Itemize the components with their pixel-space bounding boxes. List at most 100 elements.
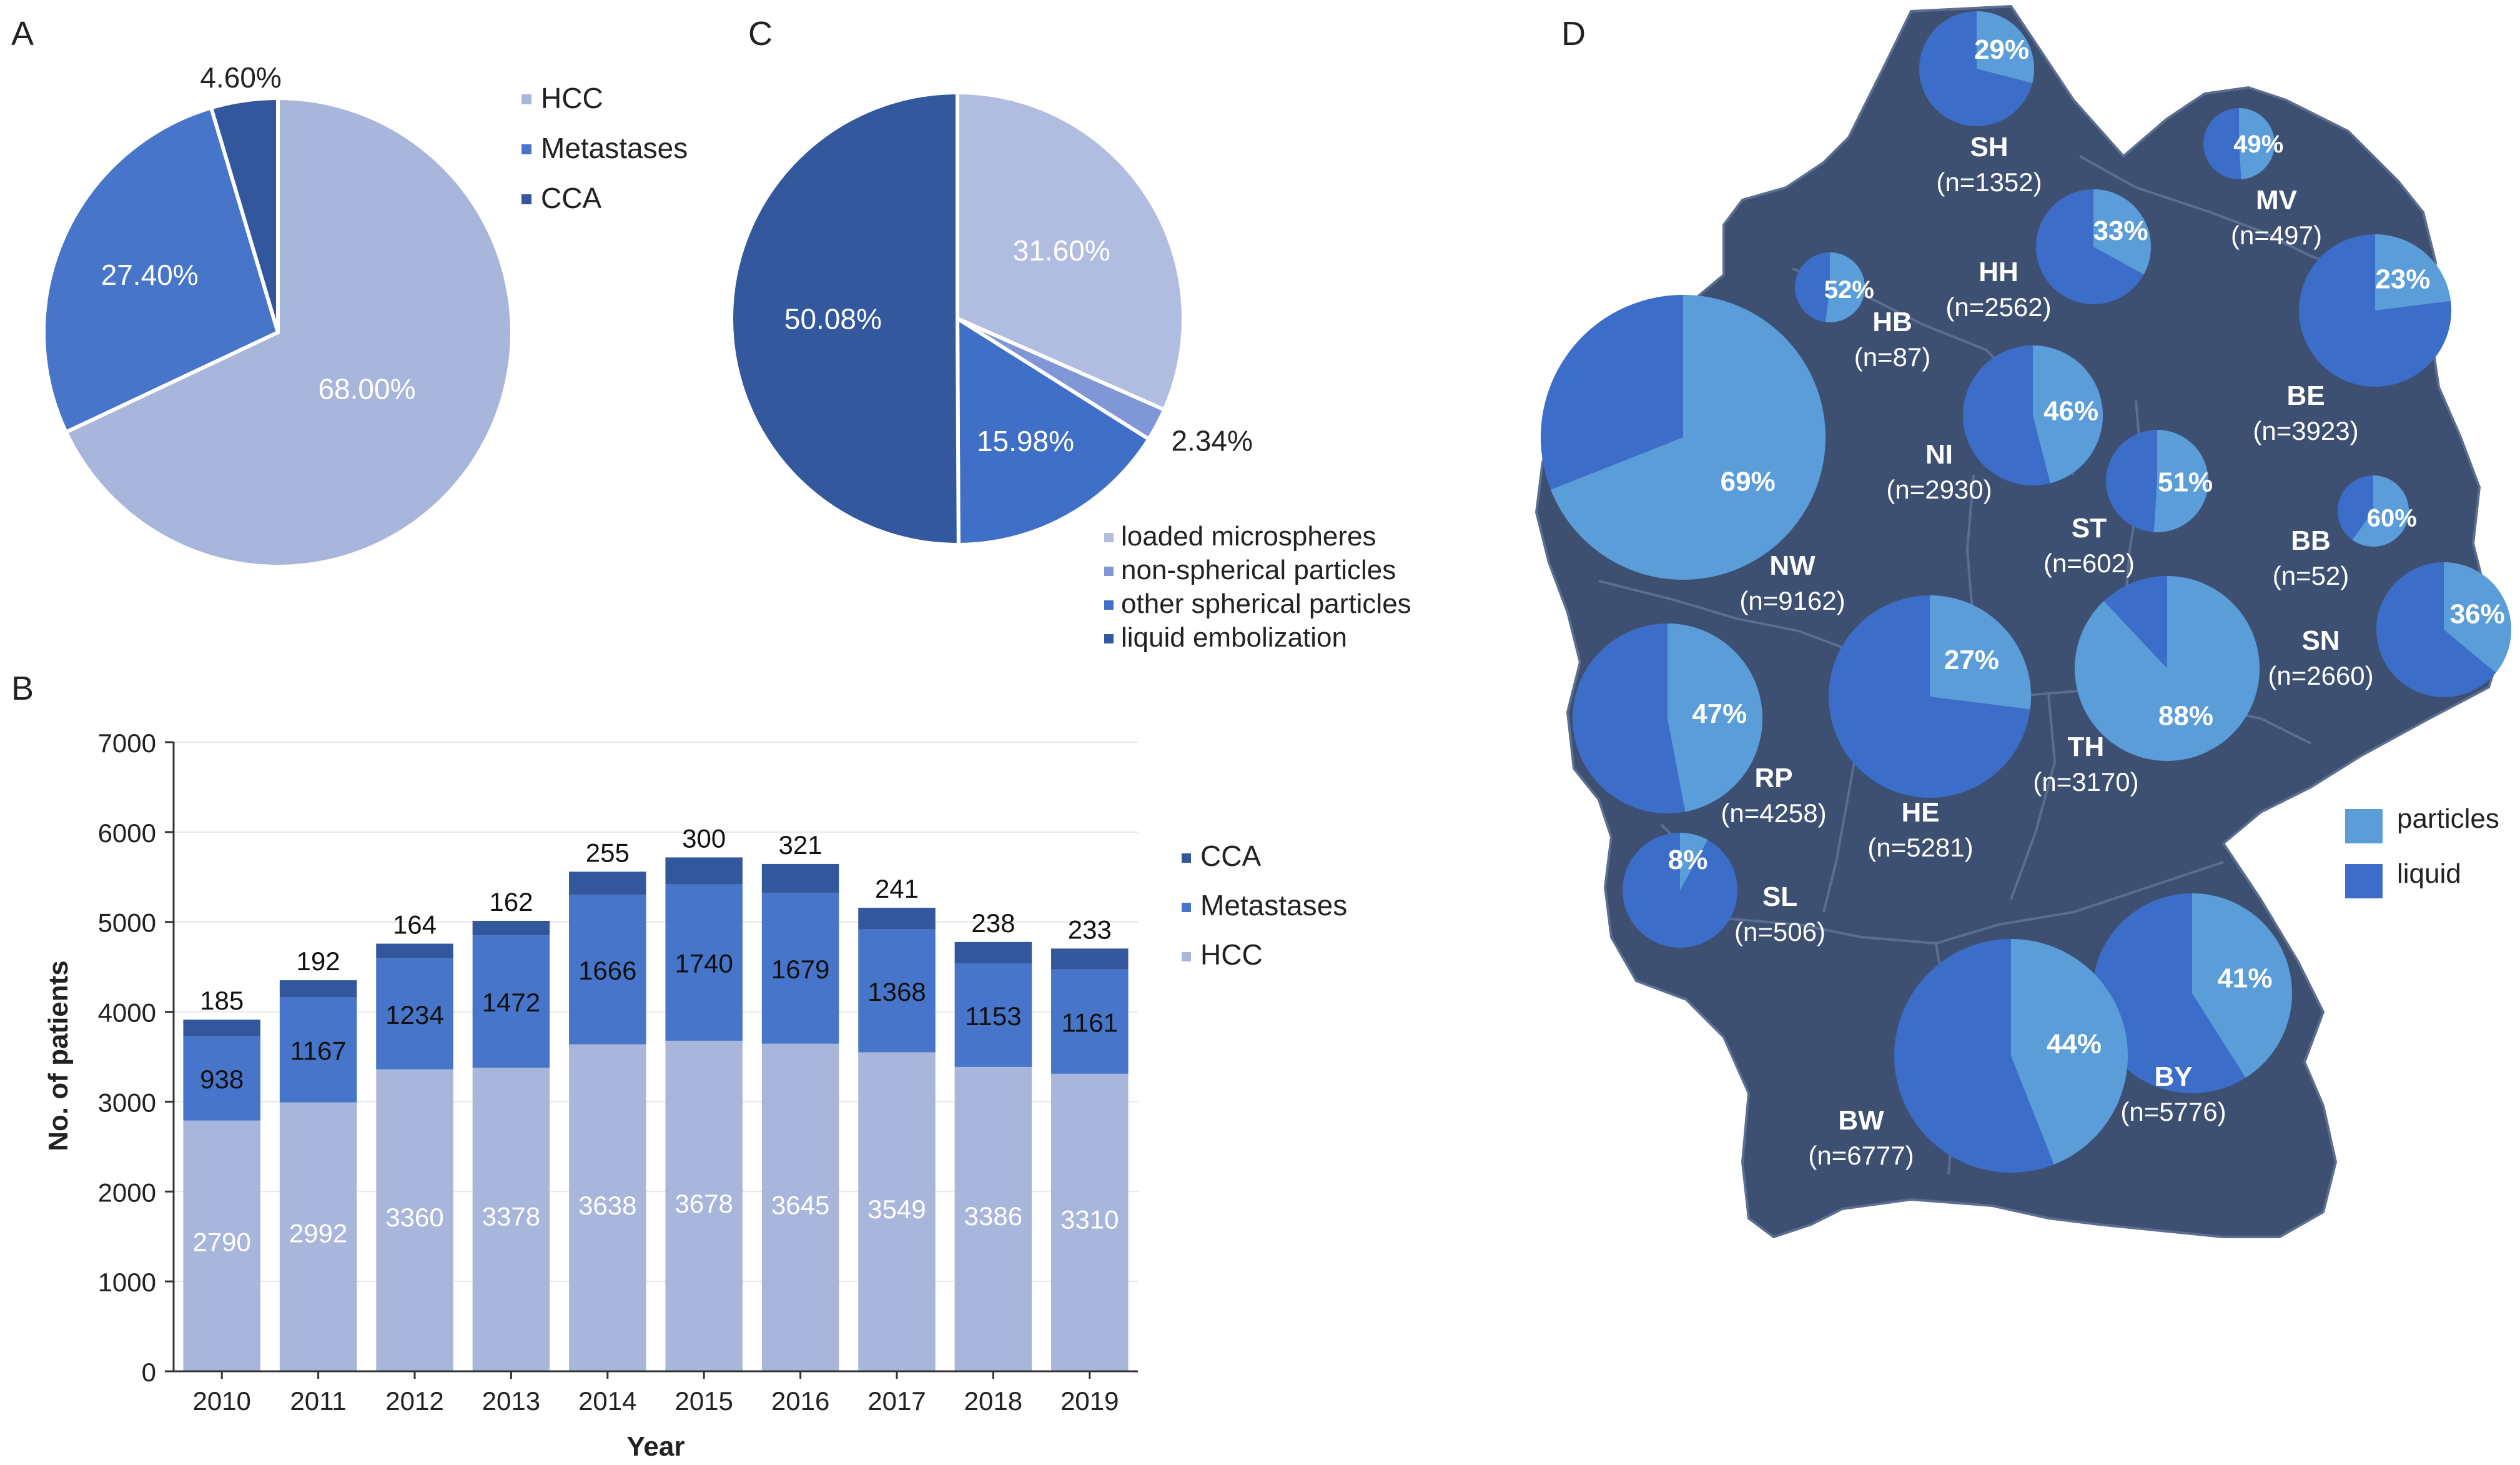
legend-c-label-non-spherical-particles: non-spherical particles [1121,555,1396,585]
legend-c-swatch-loaded-microspheres [1104,533,1114,542]
bar-marks: 2790 938 185 2010 2992 1167 192 2011 3360 1234 164… [183,823,1129,1416]
map-pies: 29% SH (n=1352) 49% MV (n=497) 33% HH (n=2562) 52… [1541,11,2511,1173]
pie-particles-sn [2444,562,2511,673]
region-n-st: (n=602) [2043,549,2135,578]
bar-hcc-2019 [1051,1073,1129,1371]
x-tick-label-2015: 2015 [674,1386,733,1416]
bar-hcc-2014 [569,1044,646,1371]
pie-a-label-metastases: 27.40% [101,259,199,291]
region-n-bb: (n=52) [2273,561,2350,590]
pie-particles-ni [2033,345,2103,484]
legend-c-label-other-spherical-particles: other spherical particles [1121,588,1411,619]
bar-metastases-2012 [376,958,453,1070]
bar-hcc-2018 [954,1066,1032,1371]
region-n-he: (n=5281) [1867,833,1973,862]
pie-particles-he [1930,595,2031,710]
x-axis-title: Year [627,1431,685,1462]
pie-label-th: 88% [2158,701,2213,732]
y-tick-label-0: 0 [142,1358,156,1387]
pie-particles-sl [1680,833,1708,890]
region-code-rp: RP [1754,763,1792,793]
y-axis-title: No. of patients [43,960,74,1151]
region-n-ni: (n=2930) [1886,475,1992,504]
legend-b-label-cca: CCA [1200,840,1261,872]
region-code-st: ST [2072,513,2107,544]
map-germany: 29% SH (n=1352) 49% MV (n=497) 33% HH (n=2562) 52… [1534,4,2511,1239]
bar-cca-2019 [1051,948,1129,970]
pie-particles-nw [1551,295,1826,580]
bar-metastases-2011 [279,997,357,1103]
region-code-bw: BW [1838,1105,1884,1136]
legend-d: particles liquid [2345,803,2499,898]
pie-label-ni: 46% [2043,395,2098,426]
bar-label-hcc-2016: 3645 [771,1190,829,1219]
pie-a-label-cca: 4.60% [200,61,281,94]
legend-c-swatch-non-spherical-particles [1104,567,1114,576]
bar-label-metastases-2013: 1472 [482,988,540,1017]
pie-c-label-liquid-embolization: 50.08% [784,303,882,335]
y-tick-label-1000: 1000 [98,1268,156,1297]
bar-hcc-2012 [376,1069,453,1371]
pie-a-label-hcc: 68.00% [318,372,415,405]
pie-c-label-other-spherical-particles: 15.98% [977,425,1074,457]
panel-label-c: C [748,15,773,52]
x-tick-label-2013: 2013 [482,1386,540,1416]
pie-particles-bw [2011,939,2128,1165]
pie-label-be: 23% [2375,264,2430,295]
bar-label-metastases-2016: 1679 [771,955,829,984]
y-tick-label-6000: 6000 [98,818,156,848]
y-tick-label-7000: 7000 [98,728,156,758]
legend-c-label-liquid-embolization: liquid embolization [1121,622,1347,653]
legend-d-swatch-liquid [2345,864,2383,898]
x-tick-label-2012: 2012 [385,1386,443,1416]
legend-b-label-hcc: HCC [1200,938,1263,971]
pie-label-sh: 29% [1974,34,2029,65]
region-n-th: (n=3170) [2033,767,2138,797]
pie-c-slice-other-spherical-particles [955,315,1152,547]
bar-hcc-2017 [858,1052,936,1371]
region-code-th: TH [2068,732,2105,762]
bar-cca-2011 [279,980,357,998]
legend-d-label-particles: particles [2397,803,2499,834]
region-code-by: BY [2154,1061,2192,1092]
bar-metastases-2018 [954,963,1032,1067]
legend-d-label-liquid: liquid [2397,858,2461,889]
bar-cca-2013 [472,920,550,936]
legend-b: CCA Metastases HCC [1182,840,1347,971]
bar-label-hcc-2017: 3549 [867,1194,926,1224]
legend-c-swatch-liquid-embolization [1104,634,1114,643]
bar-label-cca-2011: 192 [297,946,340,976]
pie-particles-rp [1668,623,1762,812]
bar-label-metastases-2010: 938 [200,1065,244,1094]
bar-hcc-2015 [665,1040,743,1371]
pie-c-slice-loaded-microspheres [956,90,1185,412]
pie-particles-bb [2352,475,2409,547]
y-tick-label-2000: 2000 [98,1178,156,1207]
pie-c-label-non-spherical-particles: 2.34% [1171,424,1252,457]
region-n-nw: (n=9162) [1739,586,1845,615]
bar-hcc-2013 [472,1068,550,1371]
pie-label-bb: 60% [2367,505,2417,532]
region-code-mv: MV [2256,185,2298,216]
pie-particles-by [2192,893,2293,1078]
pie-label-bw: 44% [2047,1029,2102,1060]
bar-cca-2014 [569,872,646,895]
legend-b-swatch-metastases [1182,903,1191,912]
region-n-rp: (n=4258) [1721,798,1826,828]
pie-c-label-loaded-microspheres: 31.60% [1013,234,1110,267]
region-n-bw: (n=6777) [1808,1141,1914,1170]
bar-metastases-2014 [569,894,646,1045]
region-code-be: BE [2286,380,2325,411]
y-tick-label-3000: 3000 [98,1088,156,1117]
legend-a-label-metastases: Metastases [541,132,688,164]
region-code-he: HE [1901,797,1939,828]
bar-label-cca-2015: 300 [682,823,726,853]
legend-a-swatch-hcc [521,94,531,104]
bar-label-metastases-2015: 1740 [674,949,733,978]
pie-label-by: 41% [2217,963,2272,993]
bar-label-metastases-2017: 1368 [867,977,926,1006]
legend-a-swatch-cca [521,194,531,204]
region-code-nw: NW [1769,550,1816,581]
x-tick-label-2016: 2016 [771,1386,829,1416]
